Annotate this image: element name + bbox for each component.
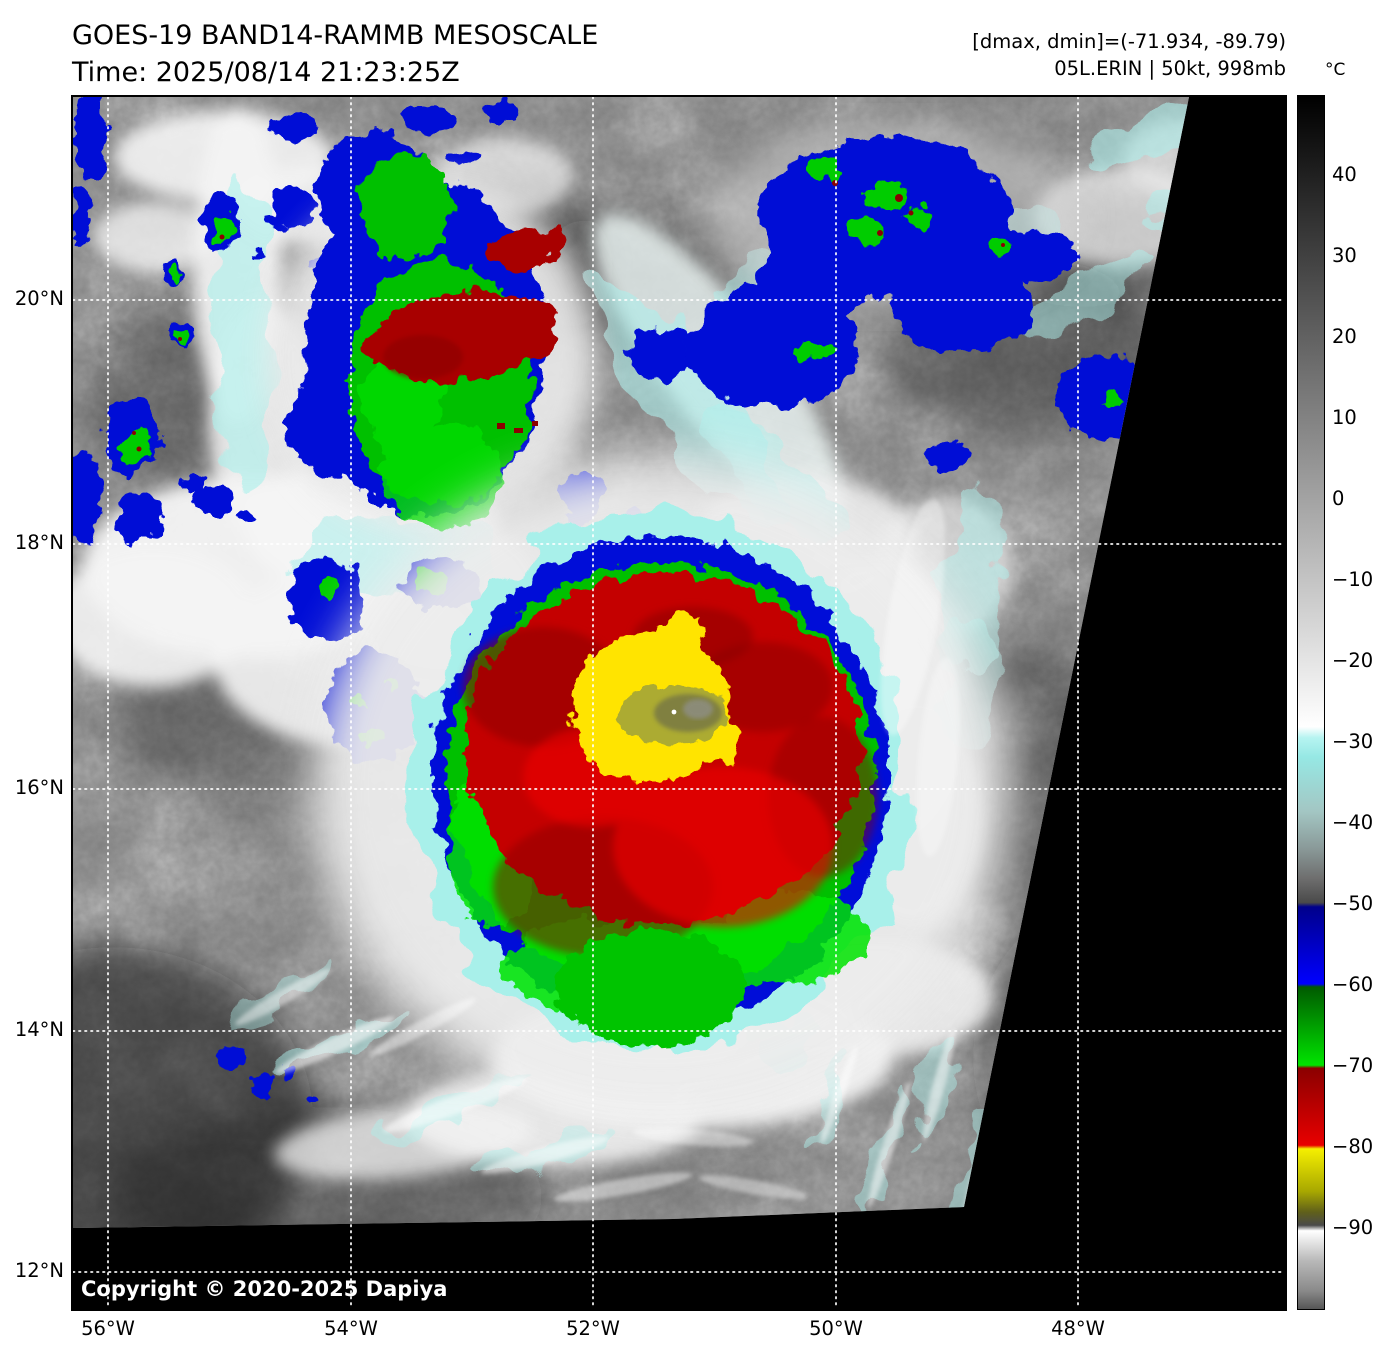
storm-info-annotation: 05L.ERIN | 50kt, 998mb [1054,57,1286,80]
lon-label-52w: 52°W [566,1317,620,1340]
colorbar-unit-label: °C [1325,60,1346,80]
colorbar-tick-n40: −40 [1332,811,1374,834]
scattered-red-specks [132,234,225,452]
lat-label-20n: 20°N [14,287,64,310]
hurricane-center-dot [671,709,677,715]
colorbar-tick-30: 30 [1332,244,1357,267]
graticule [73,97,1285,1309]
colorbar-tick-n10: −10 [1332,568,1374,591]
colorbar-tick-n50: −50 [1332,892,1374,915]
colorbar-tick-n30: −30 [1332,730,1374,753]
hurricane-green-intrusion [556,929,746,1045]
colorbar-tick-10: 10 [1332,406,1357,429]
timestamp: Time: 2025/08/14 21:23:25Z [72,57,460,88]
product-title: GOES-19 BAND14-RAMMB MESOSCALE [72,20,599,51]
colorbar-tick-n90: −90 [1332,1216,1374,1239]
northern-convective-cluster [268,132,598,532]
lat-label-16n: 16°N [14,776,64,799]
colorbar-tick-20: 20 [1332,325,1357,348]
satellite-map: Copyright © 2020-2025 Dapiya [71,95,1287,1311]
lat-label-18n: 18°N [14,531,64,554]
temperature-colorbar [1297,95,1325,1310]
colorbar-tick-0: 0 [1332,487,1345,510]
dmax-dmin-annotation: [dmax, dmin]=(-71.934, -89.79) [972,30,1286,53]
colorbar-tick-n70: −70 [1332,1054,1374,1077]
cirrus-streaks [235,498,1177,1228]
lon-label-50w: 50°W [809,1317,863,1340]
lat-label-14n: 14°N [14,1018,64,1041]
annotation-block: [dmax, dmin]=(-71.934, -89.79) 05L.ERIN … [972,28,1286,82]
lon-label-54w: 54°W [324,1317,378,1340]
colorbar-tick-n60: −60 [1332,973,1374,996]
colorbar-tick-n20: −20 [1332,649,1374,672]
lon-label-48w: 48°W [1051,1317,1105,1340]
lon-label-56w: 56°W [81,1317,135,1340]
colorbar-tick-n80: −80 [1332,1135,1374,1158]
satellite-scene [73,97,1285,1309]
northeast-convective-cluster [688,122,1153,439]
satellite-data-swath [73,97,1189,1228]
copyright-watermark: Copyright © 2020-2025 Dapiya [81,1277,448,1301]
colorbar-tick-40: 40 [1332,163,1357,186]
lat-label-12n: 12°N [14,1259,64,1282]
